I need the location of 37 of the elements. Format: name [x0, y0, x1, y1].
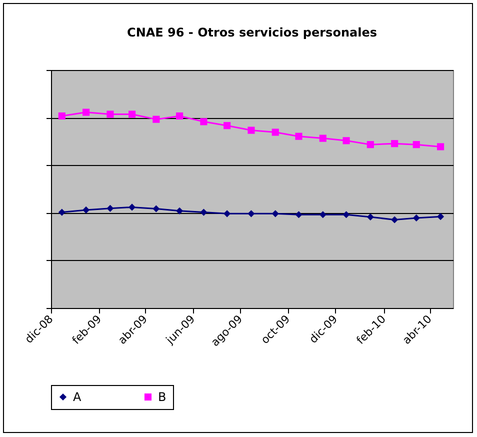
point	[412, 141, 420, 148]
point	[106, 204, 114, 212]
point	[152, 116, 160, 123]
point	[128, 204, 136, 211]
point	[342, 211, 350, 218]
point	[248, 126, 255, 134]
point	[248, 210, 255, 218]
point	[272, 210, 279, 218]
point	[391, 216, 398, 224]
chart-title: CNAE 96 - Otros servicios personales	[127, 26, 377, 40]
point	[58, 208, 66, 216]
point	[176, 112, 184, 120]
point	[319, 134, 326, 142]
point	[319, 211, 326, 218]
point	[200, 118, 208, 126]
legend-label: B	[158, 390, 166, 404]
point	[82, 206, 90, 214]
point	[58, 112, 66, 120]
point	[224, 210, 231, 218]
point	[437, 213, 444, 220]
point	[366, 141, 374, 148]
point	[176, 207, 184, 214]
point	[366, 213, 374, 221]
point	[200, 208, 208, 216]
point	[295, 132, 302, 140]
point	[391, 140, 398, 148]
point	[82, 108, 90, 116]
point	[224, 122, 231, 130]
point	[272, 128, 279, 136]
point	[295, 211, 302, 218]
point	[437, 143, 444, 150]
point	[412, 214, 420, 222]
point	[342, 137, 350, 144]
point	[128, 110, 136, 118]
point	[152, 205, 160, 212]
legend-label: A	[73, 390, 82, 404]
point	[106, 110, 114, 118]
